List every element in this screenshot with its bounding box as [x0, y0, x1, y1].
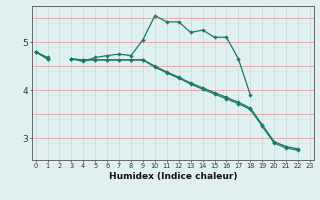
- X-axis label: Humidex (Indice chaleur): Humidex (Indice chaleur): [108, 172, 237, 181]
